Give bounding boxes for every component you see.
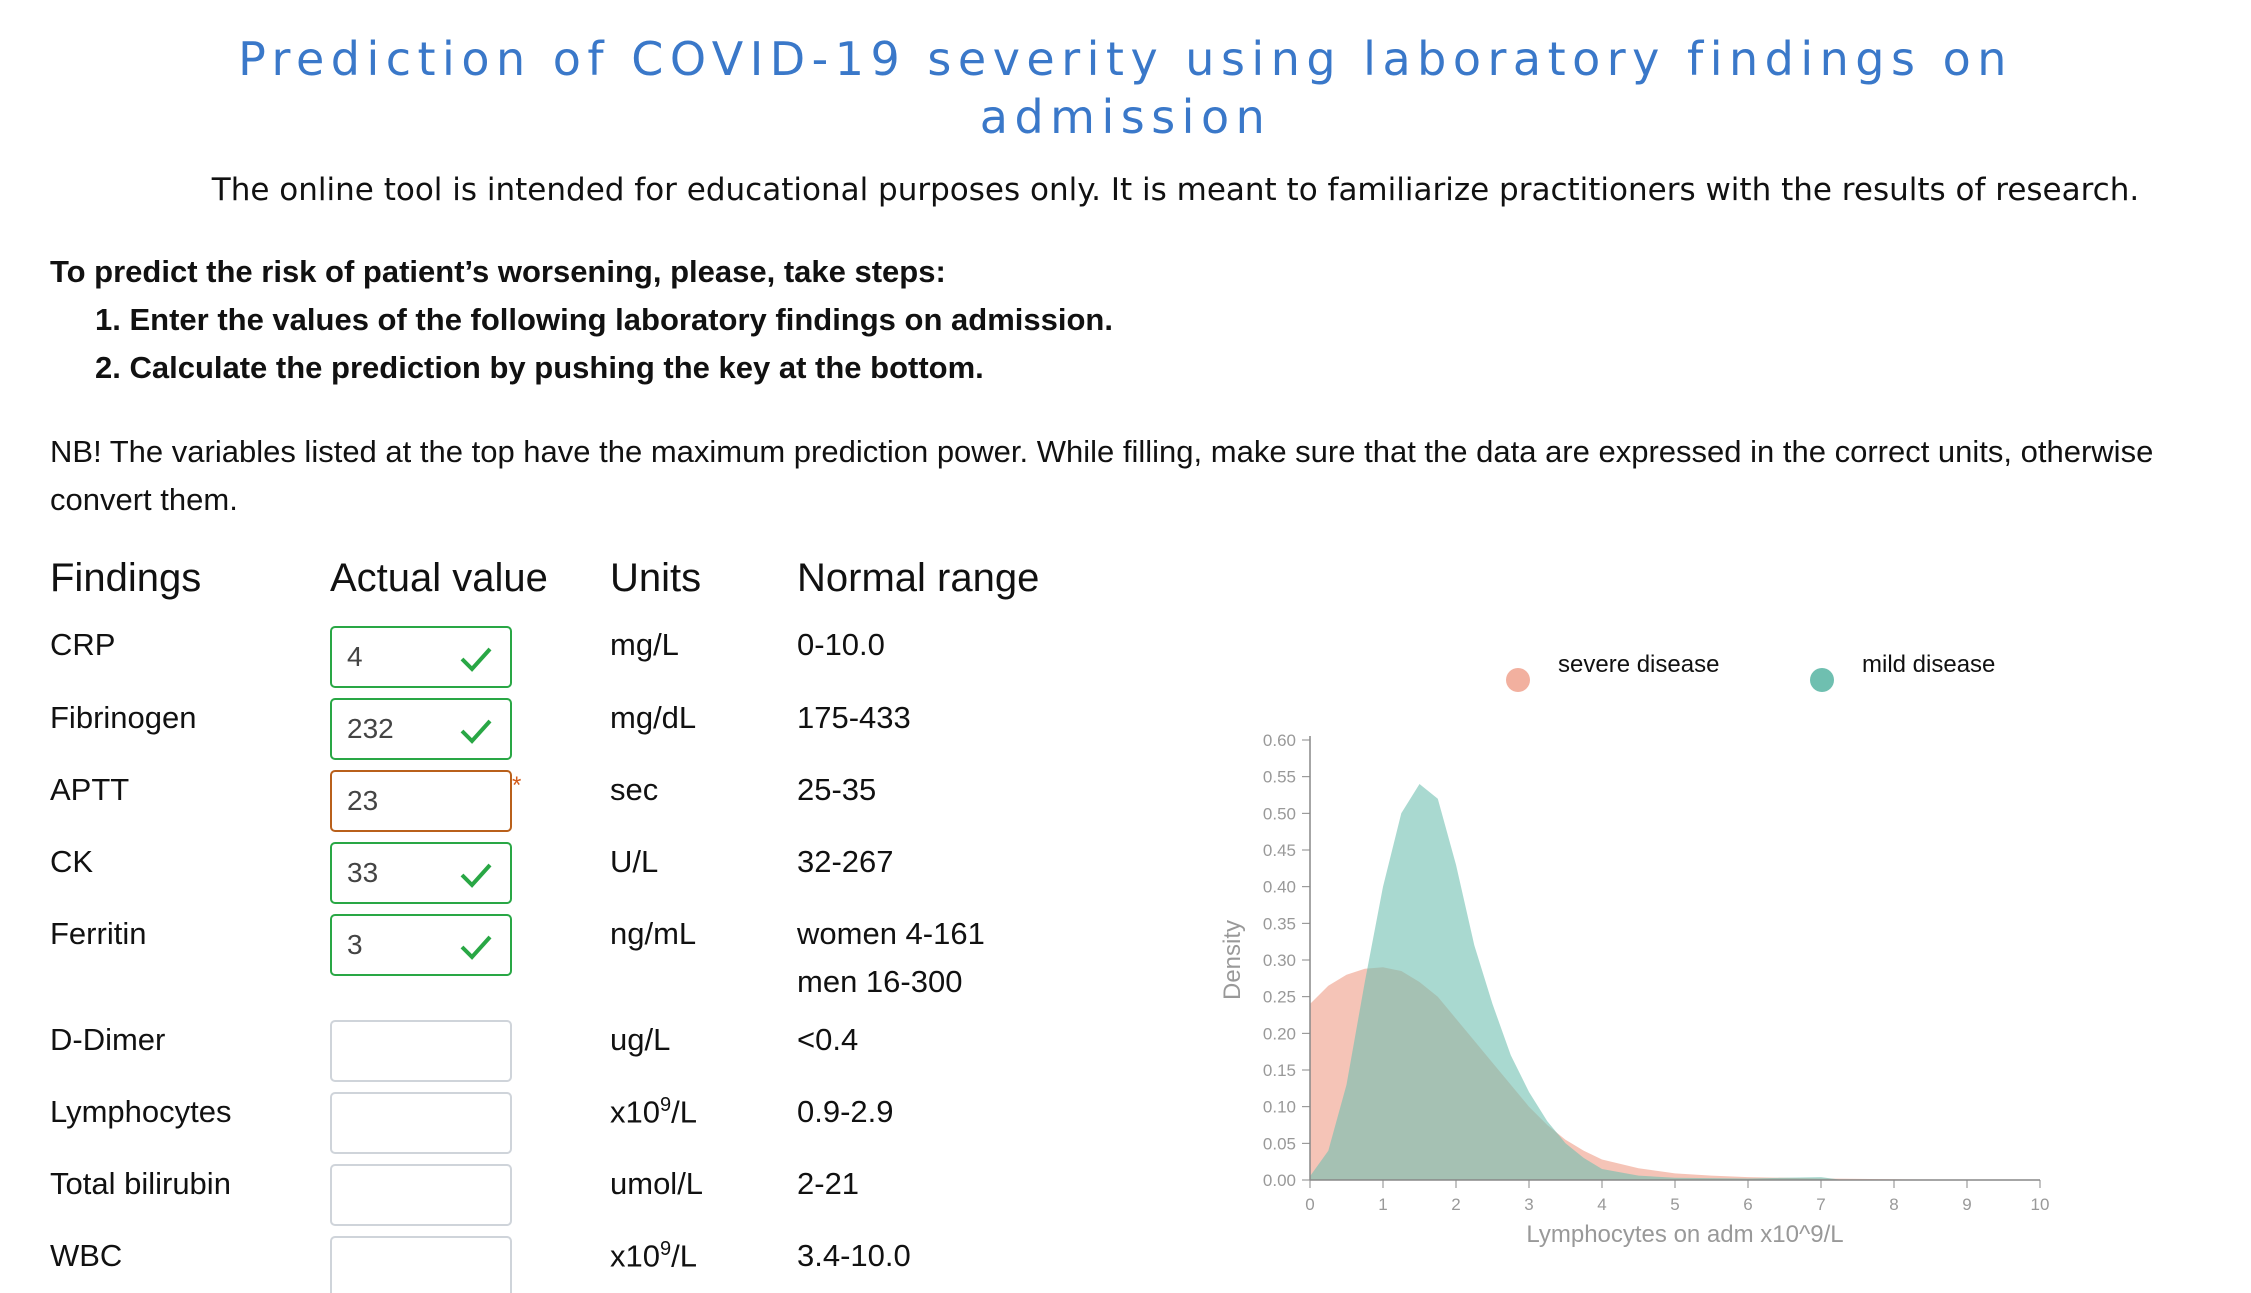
d-dimer-input[interactable] <box>330 1020 512 1082</box>
y-tick-label: 0.10 <box>1263 1098 1296 1117</box>
finding-ck: CK <box>50 844 94 879</box>
header-units: Units <box>610 556 702 600</box>
finding-total-bilirubin: Total bilirubin <box>50 1166 231 1201</box>
legend-label-severe: severe disease <box>1558 651 1719 678</box>
y-tick-label: 0.40 <box>1263 878 1296 897</box>
finding-crp: CRP <box>50 627 116 662</box>
y-tick-label: 0.50 <box>1263 804 1296 823</box>
step-2: 2. Calculate the prediction by pushing t… <box>95 350 984 385</box>
steps-heading: To predict the risk of patient’s worseni… <box>50 254 946 289</box>
y-tick-label: 0.35 <box>1263 914 1296 933</box>
finding-ferritin: Ferritin <box>50 916 147 951</box>
x-axis-label: Lymphocytes on adm x10^9/L <box>1526 1221 1843 1248</box>
y-tick-label: 0.45 <box>1263 841 1296 860</box>
wbc-input[interactable] <box>330 1236 512 1293</box>
finding-d-dimer: D-Dimer <box>50 1022 166 1057</box>
finding-wbc: WBC <box>50 1238 123 1273</box>
units-d-dimer: ug/L <box>610 1022 671 1057</box>
y-axis-label: Density <box>1219 920 1246 1000</box>
normal-crp: 0-10.0 <box>797 627 885 662</box>
ferritin-input[interactable]: 3 <box>330 914 512 976</box>
finding-lymphocytes: Lymphocytes <box>50 1094 232 1129</box>
aptt-value: 23 <box>347 785 379 816</box>
y-tick-label: 0.25 <box>1263 988 1296 1007</box>
page-title: Prediction of COVID-19 severity using la… <box>238 32 2013 144</box>
crp-value: 4 <box>347 641 363 672</box>
step-1: 1. Enter the values of the following lab… <box>95 302 1113 337</box>
x-tick-label: 10 <box>2031 1195 2050 1214</box>
x-tick-label: 7 <box>1816 1195 1825 1214</box>
units-wbc: x109/L <box>610 1238 697 1274</box>
normal-aptt: 25-35 <box>797 772 877 807</box>
units-total-bilirubin: umol/L <box>610 1166 704 1201</box>
total-bilirubin-input[interactable] <box>330 1164 512 1226</box>
density-area-mild <box>1310 784 1843 1180</box>
ck-input[interactable]: 33 <box>330 842 512 904</box>
x-tick-label: 3 <box>1524 1195 1533 1214</box>
normal-lymphocytes: 0.9-2.9 <box>797 1094 894 1129</box>
x-tick-label: 2 <box>1451 1195 1460 1214</box>
y-tick-label: 0.20 <box>1263 1024 1296 1043</box>
y-tick-label: 0.15 <box>1263 1061 1296 1080</box>
units-ferritin: ng/mL <box>610 916 697 951</box>
finding-fibrinogen: Fibrinogen <box>50 700 197 735</box>
finding-aptt: APTT <box>50 772 130 807</box>
normal-fibrinogen: 175-433 <box>797 700 911 735</box>
x-tick-label: 0 <box>1305 1195 1314 1214</box>
normal-d-dimer: <0.4 <box>797 1022 859 1057</box>
units-aptt: sec <box>610 772 659 807</box>
x-tick-label: 1 <box>1378 1195 1387 1214</box>
aptt-input[interactable]: 23 <box>330 770 512 832</box>
ferritin-value: 3 <box>347 929 363 960</box>
units-fibrinogen: mg/dL <box>610 700 697 735</box>
legend-marker-severe <box>1506 668 1530 692</box>
y-tick-label: 0.60 <box>1263 731 1296 750</box>
x-tick-label: 6 <box>1743 1195 1752 1214</box>
fibrinogen-input[interactable]: 232 <box>330 698 512 760</box>
fibrinogen-value: 232 <box>347 713 394 744</box>
ck-value: 33 <box>347 857 379 888</box>
disclaimer: The online tool is intended for educatio… <box>211 172 2140 208</box>
note: NB! The variables listed at the top have… <box>50 434 2154 517</box>
normal-ferritin-women: women 4-161 <box>797 916 985 951</box>
check-icon <box>460 719 492 744</box>
x-tick-label: 9 <box>1962 1195 1971 1214</box>
y-tick-label: 0.30 <box>1263 951 1296 970</box>
crp-input[interactable]: 4 <box>330 626 512 688</box>
x-tick-label: 4 <box>1597 1195 1606 1214</box>
units-crp: mg/L <box>610 627 679 662</box>
y-tick-label: 0.55 <box>1263 768 1296 787</box>
units-ck: U/L <box>610 844 659 879</box>
normal-ck: 32-267 <box>797 844 894 879</box>
normal-total-bilirubin: 2-21 <box>797 1166 860 1201</box>
y-tick-label: 0.00 <box>1263 1171 1296 1190</box>
y-tick-label: 0.05 <box>1263 1134 1296 1153</box>
x-tick-label: 5 <box>1670 1195 1679 1214</box>
header-normal-range: Normal range <box>797 556 1040 600</box>
units-lymphocytes: x109/L <box>610 1094 697 1130</box>
check-icon <box>460 647 492 672</box>
density-chart: severe disease mild disease 0.00 0.05 0.10 0.… <box>1219 651 2050 1248</box>
check-icon <box>460 863 492 888</box>
normal-ferritin-men: men 16-300 <box>797 964 963 999</box>
check-icon <box>460 935 492 960</box>
x-tick-label: 8 <box>1889 1195 1898 1214</box>
header-findings: Findings <box>50 556 202 600</box>
legend-marker-mild <box>1810 668 1834 692</box>
lymphocytes-input[interactable] <box>330 1092 512 1154</box>
required-asterisk: * <box>512 772 522 799</box>
normal-wbc: 3.4-10.0 <box>797 1238 911 1273</box>
legend-label-mild: mild disease <box>1862 651 1995 678</box>
header-actual-value: Actual value <box>330 556 548 600</box>
